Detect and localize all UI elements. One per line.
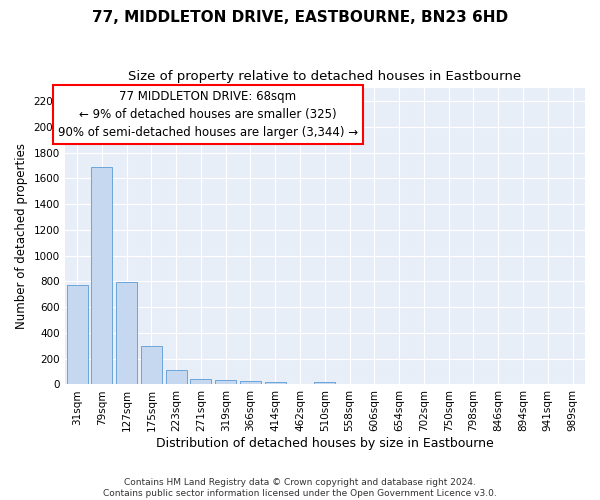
Text: 77, MIDDLETON DRIVE, EASTBOURNE, BN23 6HD: 77, MIDDLETON DRIVE, EASTBOURNE, BN23 6H… bbox=[92, 10, 508, 25]
Title: Size of property relative to detached houses in Eastbourne: Size of property relative to detached ho… bbox=[128, 70, 521, 83]
Bar bbox=[67, 284, 88, 384]
Bar bbox=[314, 382, 335, 384]
Bar bbox=[116, 282, 137, 384]
Bar bbox=[190, 378, 211, 384]
Bar bbox=[240, 381, 261, 384]
Y-axis label: Number of detached properties: Number of detached properties bbox=[15, 144, 28, 330]
Bar bbox=[141, 346, 162, 385]
Bar bbox=[91, 167, 112, 384]
Bar bbox=[215, 380, 236, 384]
Bar bbox=[265, 382, 286, 384]
Text: Contains HM Land Registry data © Crown copyright and database right 2024.
Contai: Contains HM Land Registry data © Crown c… bbox=[103, 478, 497, 498]
Text: 77 MIDDLETON DRIVE: 68sqm
← 9% of detached houses are smaller (325)
90% of semi-: 77 MIDDLETON DRIVE: 68sqm ← 9% of detach… bbox=[58, 90, 358, 139]
X-axis label: Distribution of detached houses by size in Eastbourne: Distribution of detached houses by size … bbox=[156, 437, 494, 450]
Bar bbox=[166, 370, 187, 384]
